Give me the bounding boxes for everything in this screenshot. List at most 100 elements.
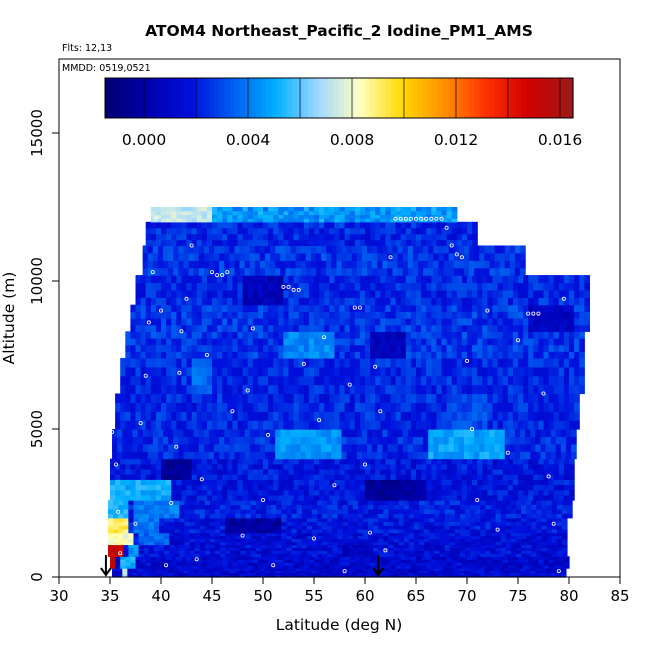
- heatmap-cell: [569, 311, 575, 319]
- heatmap-cell: [133, 535, 140, 540]
- heatmap-cell: [405, 304, 412, 312]
- heatmap-cell: [341, 570, 348, 574]
- heatmap-cell: [271, 521, 277, 526]
- heatmap-cell: [143, 541, 150, 546]
- heatmap-cell: [518, 420, 524, 430]
- heatmap-cell: [342, 553, 349, 557]
- heatmap-cell: [512, 402, 519, 412]
- heatmap-cell: [189, 525, 196, 530]
- heatmap-cell: [293, 331, 300, 339]
- heatmap-cell: [155, 494, 162, 501]
- heatmap-cell: [520, 451, 526, 460]
- heatmap-cell: [283, 562, 290, 566]
- heatmap-cell: [470, 521, 476, 526]
- heatmap-cell: [225, 500, 231, 506]
- heatmap-cell: [461, 494, 468, 501]
- heatmap-cell: [477, 479, 483, 486]
- heatmap-cell: [523, 562, 529, 566]
- heatmap-cell: [347, 544, 354, 548]
- heatmap-cell: [230, 544, 237, 548]
- heatmap-cell: [370, 402, 376, 412]
- heatmap-cell: [164, 541, 170, 546]
- heatmap-cell: [421, 402, 427, 412]
- heatmap-cell: [191, 351, 198, 359]
- heatmap-cell: [327, 538, 333, 543]
- heatmap-cell: [520, 429, 526, 437]
- heatmap-cell: [191, 384, 198, 395]
- heatmap-cell: [237, 375, 244, 386]
- heatmap-cell: [191, 463, 198, 470]
- heatmap-cell: [336, 574, 343, 578]
- heatmap-cell: [380, 324, 386, 332]
- heatmap-cell: [150, 559, 157, 563]
- heatmap-cell: [553, 402, 560, 412]
- heatmap-cell: [349, 556, 356, 560]
- heatmap-cell: [186, 297, 193, 306]
- heatmap-cell: [546, 521, 553, 526]
- heatmap-cell: [245, 547, 252, 551]
- heatmap-cell: [492, 304, 499, 312]
- heatmap-cell: [198, 568, 205, 571]
- heatmap-cell: [451, 479, 458, 486]
- heatmap-cell: [222, 458, 228, 465]
- heatmap-cell: [212, 304, 218, 312]
- heatmap-cell: [413, 521, 420, 526]
- heatmap-cell: [563, 489, 570, 496]
- heatmap-cell: [390, 324, 397, 332]
- heatmap-cell: [171, 420, 177, 430]
- heatmap-cell: [480, 544, 486, 548]
- heatmap-cell: [308, 565, 315, 569]
- heatmap-cell: [518, 304, 524, 312]
- heatmap-cell: [451, 318, 458, 326]
- heatmap-cell: [584, 311, 590, 319]
- heatmap-cell: [398, 508, 405, 514]
- heatmap-cell: [188, 570, 195, 574]
- heatmap-cell: [305, 570, 312, 574]
- heatmap-cell: [281, 553, 288, 557]
- heatmap-cell: [419, 532, 425, 537]
- heatmap-cell: [150, 489, 157, 496]
- heatmap-cell: [260, 513, 267, 519]
- heatmap-cell: [296, 525, 303, 530]
- heatmap-cell: [351, 574, 358, 578]
- heatmap-cell: [212, 366, 218, 377]
- heatmap-cell: [530, 443, 536, 452]
- heatmap-cell: [441, 420, 448, 430]
- heatmap-cell: [298, 366, 305, 377]
- heatmap-cell: [169, 550, 175, 554]
- heatmap-cell: [543, 463, 550, 470]
- heatmap-cell: [201, 463, 208, 470]
- heatmap-cell: [413, 553, 420, 557]
- heatmap-cell: [403, 500, 410, 506]
- heatmap-cell: [551, 541, 558, 546]
- heatmap-cell: [143, 538, 150, 543]
- heatmap-cell: [196, 562, 203, 566]
- heatmap-cell: [500, 532, 507, 537]
- heatmap-cell: [215, 521, 221, 526]
- heatmap-cell: [393, 538, 400, 543]
- heatmap-cell: [215, 535, 221, 540]
- heatmap-cell: [410, 468, 417, 475]
- heatmap-cell: [298, 289, 305, 298]
- heatmap-cell: [344, 337, 351, 346]
- heatmap-cell: [305, 443, 312, 452]
- heatmap-cell: [252, 366, 259, 377]
- heatmap-cell: [405, 375, 412, 386]
- heatmap-cell: [196, 468, 203, 475]
- heatmap-cell: [286, 504, 293, 510]
- heatmap-cell: [191, 304, 198, 312]
- heatmap-cell: [528, 331, 534, 339]
- heatmap-cell: [365, 289, 371, 298]
- heatmap-cell: [206, 304, 213, 312]
- heatmap-cell: [362, 532, 369, 537]
- heatmap-cell: [252, 311, 259, 319]
- heatmap-cell: [446, 411, 453, 421]
- heatmap-cell: [334, 411, 341, 421]
- heatmap-cell: [303, 411, 310, 421]
- heatmap-cell: [293, 463, 300, 470]
- heatmap-cell: [563, 468, 570, 475]
- heatmap-cell: [434, 521, 441, 526]
- heatmap-cell: [380, 484, 386, 491]
- heatmap-cell: [140, 562, 147, 566]
- heatmap-cell: [546, 538, 553, 543]
